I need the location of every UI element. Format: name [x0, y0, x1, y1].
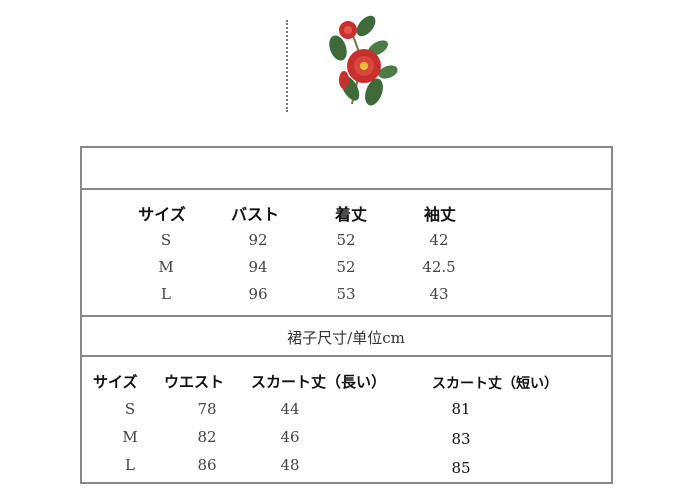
header-skirt-length-long: スカート丈（長い）	[251, 373, 387, 391]
cell: M	[122, 428, 138, 446]
cell: 86	[197, 456, 217, 474]
divider	[80, 188, 613, 190]
cell: 44	[280, 400, 300, 418]
skirt-section-title: 裙子尺寸/单位cm	[287, 329, 405, 347]
header-bust: バスト	[230, 205, 280, 224]
dotted-divider	[286, 20, 288, 112]
divider	[80, 355, 613, 357]
cell: 81	[451, 400, 471, 418]
cell: 43	[429, 285, 449, 303]
cell: 42	[429, 231, 449, 249]
header-size: サイズ	[93, 373, 138, 391]
cell: 53	[336, 285, 356, 303]
cell: 48	[280, 456, 300, 474]
header-sleeve: 袖丈	[423, 205, 457, 224]
cell: M	[158, 258, 174, 276]
cell: L	[125, 456, 135, 474]
header-waist: ウエスト	[164, 373, 225, 391]
cell: 94	[248, 258, 268, 276]
cell: L	[161, 285, 171, 303]
cell: S	[160, 231, 172, 249]
header-skirt-length-short: スカート丈（短い）	[432, 376, 558, 392]
cell: 78	[197, 400, 217, 418]
cell: 52	[336, 258, 356, 276]
header-length: 着丈	[334, 205, 368, 224]
cell: 96	[248, 285, 268, 303]
cell: S	[124, 400, 136, 418]
camellia-flower-icon	[329, 15, 398, 106]
cell: 42.5	[422, 258, 456, 276]
divider	[80, 315, 613, 317]
header-size: サイズ	[138, 205, 186, 224]
cell: 85	[451, 459, 471, 477]
cell: 52	[336, 231, 356, 249]
cell: 46	[280, 428, 300, 446]
cell: 92	[248, 231, 268, 249]
cell: 82	[197, 428, 217, 446]
cell: 83	[451, 430, 471, 448]
